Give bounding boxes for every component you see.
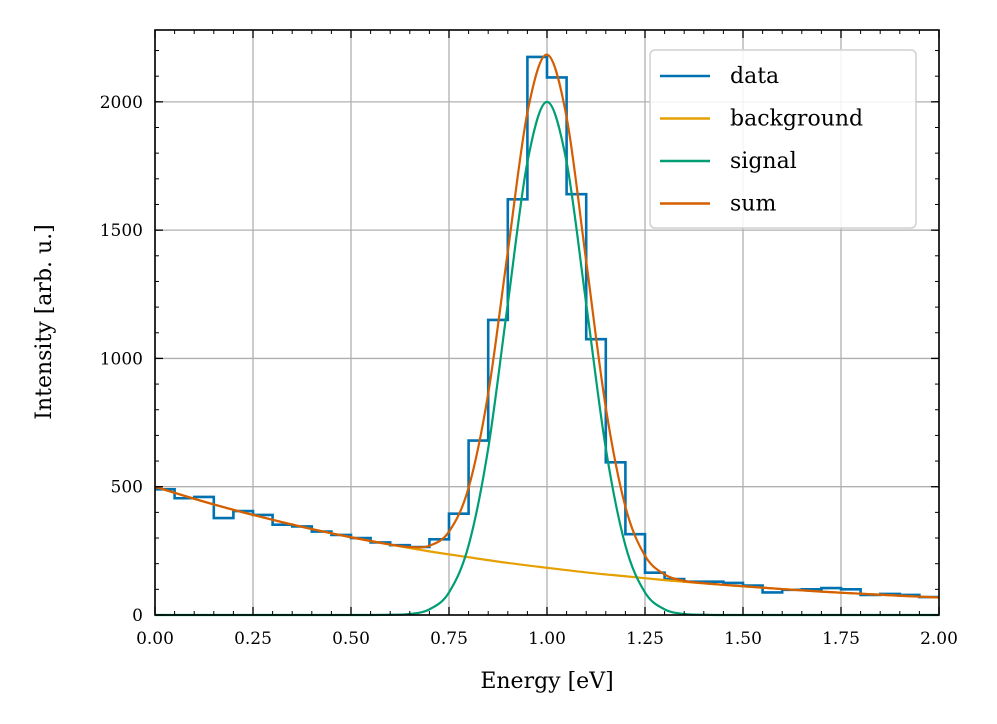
legend-label-background: background [730, 107, 863, 132]
y-tick-label: 500 [111, 478, 143, 498]
x-tick-label: 0.00 [136, 629, 174, 649]
legend: data background signal sum [649, 49, 917, 229]
x-tick-label: 0.75 [430, 629, 468, 649]
legend-label-sum: sum [730, 192, 776, 217]
plot-frame [154, 29, 940, 616]
x-axis-label: Energy [eV] [480, 669, 613, 694]
y-tick-label: 1500 [100, 221, 143, 241]
tick-labels: 0.00 0.25 0.50 0.75 1.00 1.25 1.50 1.75 2.00 0 500… [100, 93, 958, 649]
y-axis-label: Intensity [arb. u.] [32, 224, 57, 420]
x-tick-label: 1.75 [822, 629, 860, 649]
y-tick-label: 1000 [100, 349, 143, 369]
x-tick-label: 1.25 [626, 629, 664, 649]
series-sum-line [154, 53, 940, 599]
legend-box [649, 49, 917, 229]
plot-series [154, 53, 940, 617]
y-tick-label: 0 [132, 606, 143, 626]
series-signal-line [154, 100, 940, 617]
x-tick-label: 1.00 [528, 629, 566, 649]
y-tick-label: 2000 [100, 93, 143, 113]
x-tick-label: 2.00 [920, 629, 958, 649]
x-tick-label: 0.50 [332, 629, 370, 649]
legend-label-data: data [730, 64, 779, 89]
x-tick-label: 0.25 [234, 629, 272, 649]
legend-label-signal: signal [730, 149, 797, 174]
x-tick-label: 1.50 [724, 629, 762, 649]
